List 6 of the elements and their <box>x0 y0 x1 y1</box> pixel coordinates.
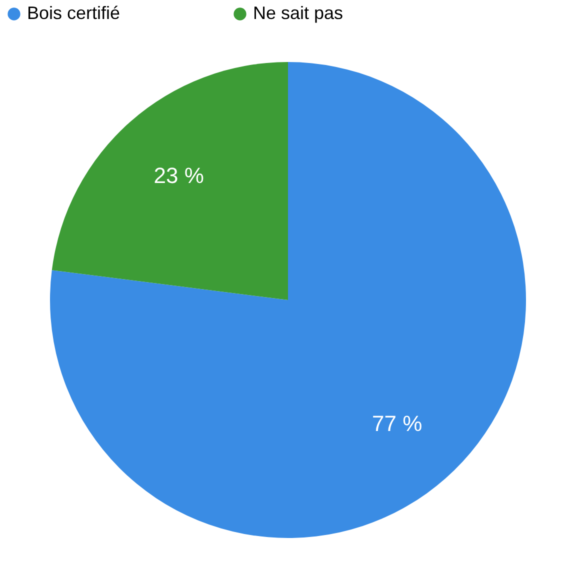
pie-slice <box>52 62 288 300</box>
data-label: 77 % <box>372 410 422 436</box>
legend-label: Ne sait pas <box>253 3 344 23</box>
legend-label: Bois certifié <box>27 3 120 23</box>
data-label: 23 % <box>154 163 204 188</box>
pie-slice <box>50 62 526 538</box>
